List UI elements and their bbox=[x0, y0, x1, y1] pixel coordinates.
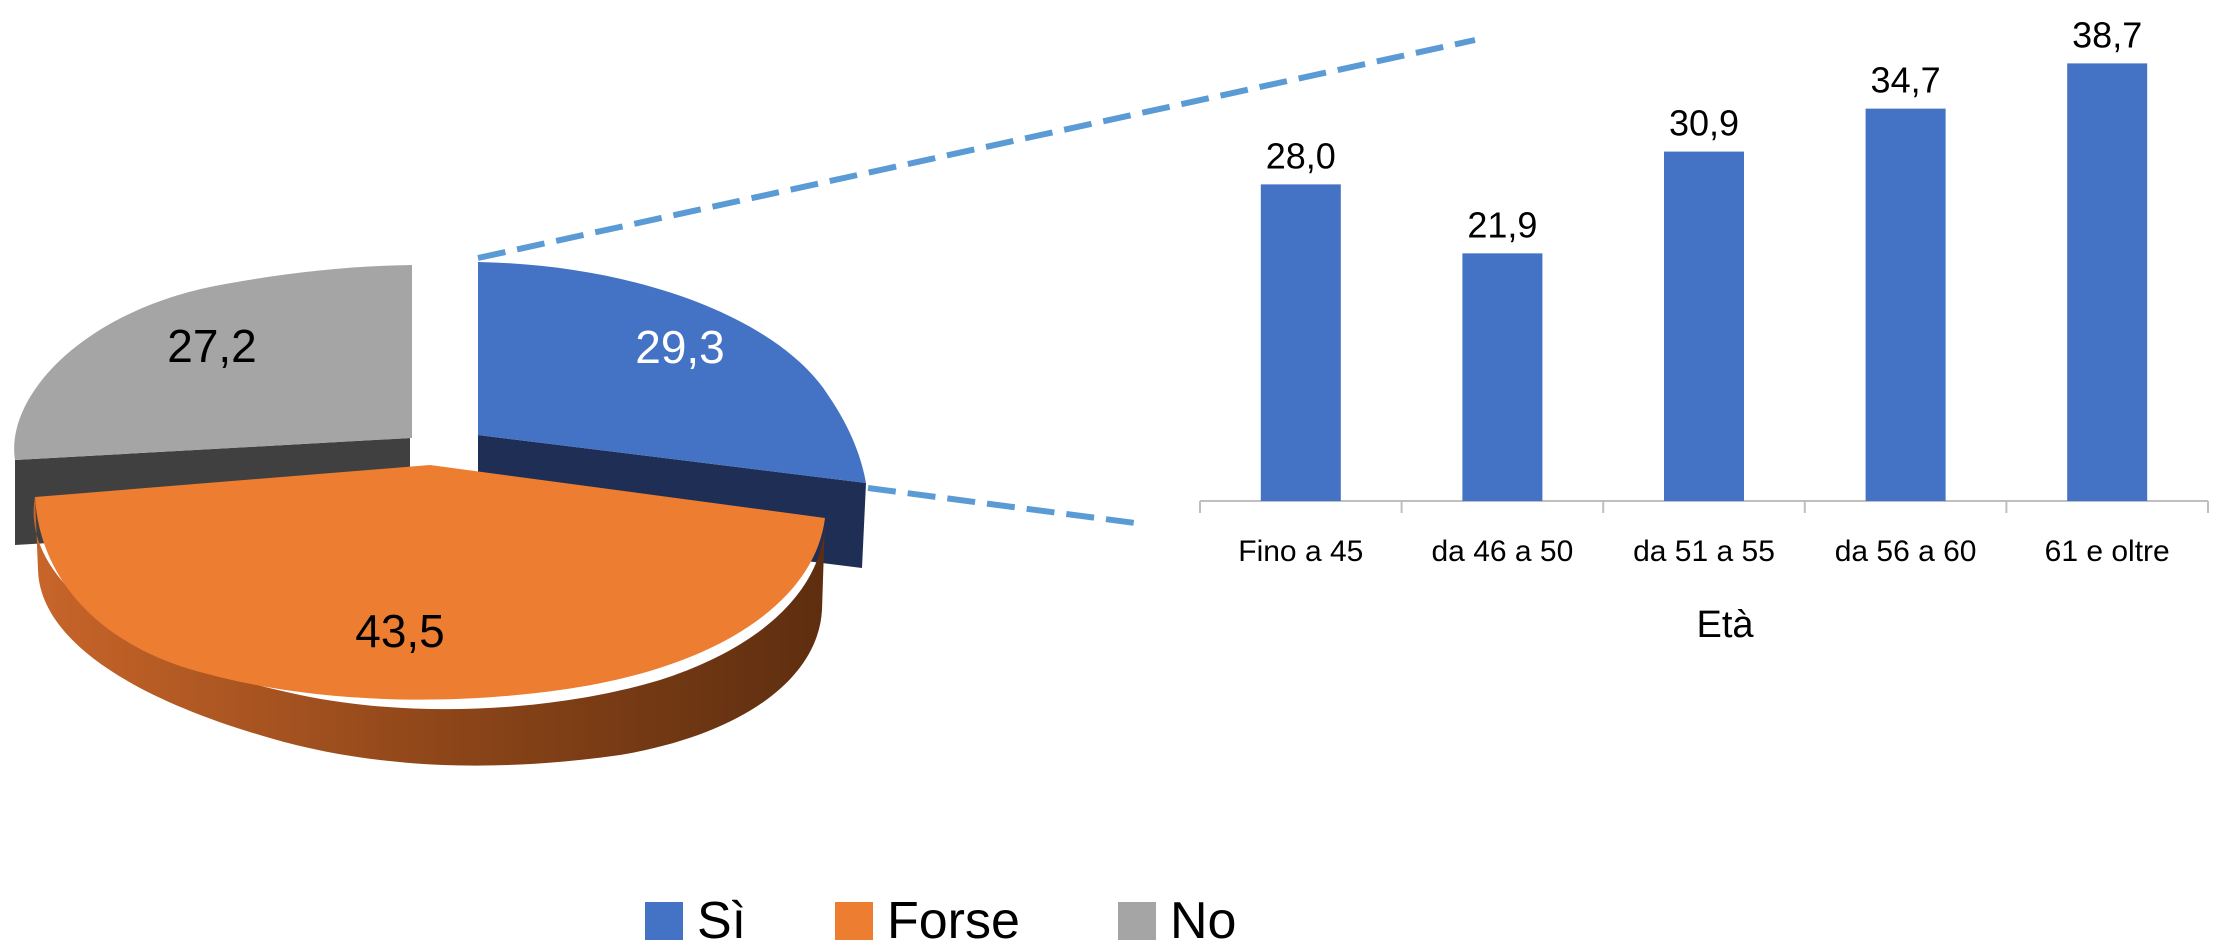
x-tick-label: Fino a 45 bbox=[1238, 535, 1363, 568]
connector-lines bbox=[477, 37, 1476, 526]
legend-swatch bbox=[645, 902, 683, 940]
x-axis-title: Età bbox=[1696, 604, 1754, 646]
x-tick-label: da 46 a 50 bbox=[1432, 535, 1574, 568]
connector-line-top bbox=[477, 37, 1476, 261]
x-tick-label: da 51 a 55 bbox=[1633, 535, 1775, 568]
legend-swatch bbox=[1118, 902, 1156, 940]
pie-label-si: 29,3 bbox=[635, 321, 725, 373]
pie-slice-no bbox=[14, 265, 413, 460]
x-axis-ticks bbox=[1199, 501, 2209, 513]
bar bbox=[1865, 108, 1946, 501]
bar-value-label: 21,9 bbox=[1467, 204, 1537, 245]
bar bbox=[1260, 184, 1341, 501]
bar-value-labels: 28,0 21,9 30,9 34,7 38,7 bbox=[1266, 14, 2142, 245]
x-tick-label: 61 e oltre bbox=[2045, 535, 2170, 568]
bar-chart: 28,0 21,9 30,9 34,7 38,7 Fino a 45 da 46 a 50… bbox=[1199, 14, 2209, 646]
pie-label-no: 27,2 bbox=[167, 320, 257, 372]
bar-value-label: 38,7 bbox=[2072, 14, 2142, 55]
pie-chart: 29,3 43,5 27,2 bbox=[14, 262, 866, 766]
bar-value-label: 28,0 bbox=[1266, 135, 1336, 176]
x-tick-label: da 56 a 60 bbox=[1835, 535, 1977, 568]
bars bbox=[1260, 63, 2148, 502]
bar-value-label: 30,9 bbox=[1669, 103, 1739, 144]
pie-slice-forse-side bbox=[33, 497, 825, 766]
bar bbox=[2067, 63, 2148, 502]
pie-slice-si bbox=[478, 262, 866, 483]
legend-label: No bbox=[1170, 892, 1236, 949]
legend-swatch bbox=[835, 902, 873, 940]
x-tick-labels: Fino a 45 da 46 a 50 da 51 a 55 da 56 a 60 6… bbox=[1238, 535, 2169, 568]
bar bbox=[1462, 253, 1543, 501]
legend: Sì Forse No bbox=[645, 892, 1236, 949]
connector-line-bottom bbox=[867, 485, 1136, 526]
pie-slice-forse bbox=[35, 465, 825, 700]
legend-label: Forse bbox=[887, 892, 1020, 949]
pie-label-forse: 43,5 bbox=[355, 605, 445, 657]
legend-label: Sì bbox=[697, 892, 746, 949]
bar-value-label: 34,7 bbox=[1871, 60, 1941, 101]
bar bbox=[1664, 151, 1744, 502]
